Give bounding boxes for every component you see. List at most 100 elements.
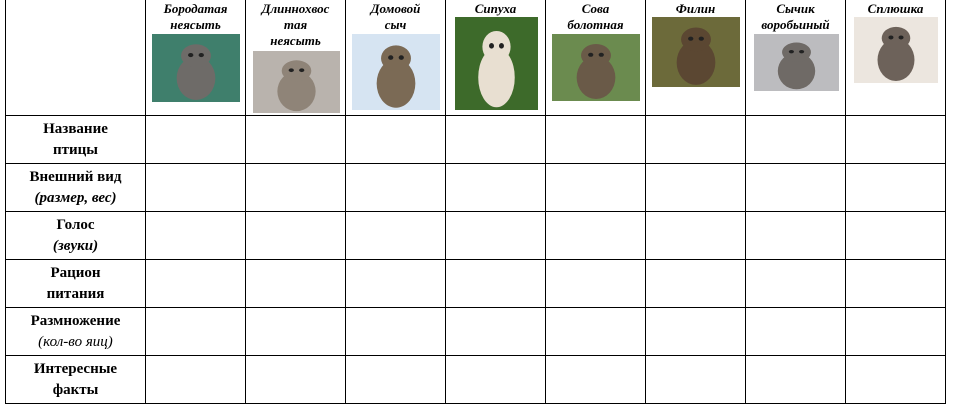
- empty-answer-cell[interactable]: [645, 115, 746, 164]
- empty-answer-cell[interactable]: [145, 259, 246, 308]
- empty-answer-cell[interactable]: [345, 163, 446, 212]
- row-label: Название птицы: [5, 115, 146, 164]
- row-label: Голос (звуки): [5, 211, 146, 260]
- empty-answer-cell[interactable]: [845, 259, 946, 308]
- empty-answer-cell[interactable]: [845, 115, 946, 164]
- empty-answer-cell[interactable]: [445, 259, 546, 308]
- empty-answer-cell[interactable]: [345, 355, 446, 404]
- empty-answer-cell[interactable]: [345, 307, 446, 356]
- table-row: Рацион питания: [5, 259, 946, 308]
- empty-answer-cell[interactable]: [745, 259, 846, 308]
- species-header-cell: Сычик воробьиный: [745, 0, 846, 116]
- empty-answer-cell[interactable]: [545, 307, 646, 356]
- species-name-line: неясыть: [170, 17, 221, 32]
- table-row: Внешний вид (размер, вес): [5, 163, 946, 212]
- empty-answer-cell[interactable]: [645, 307, 746, 356]
- empty-answer-cell[interactable]: [445, 163, 546, 212]
- species-name-line: воробьиный: [761, 17, 830, 32]
- empty-answer-cell[interactable]: [245, 259, 346, 308]
- empty-answer-cell[interactable]: [145, 115, 246, 164]
- header-row: Бородатая неясыть Длиннохвос тая неясыть Домо…: [5, 0, 946, 116]
- empty-answer-cell[interactable]: [845, 355, 946, 404]
- empty-answer-cell[interactable]: [745, 355, 846, 404]
- little-owl-photo: [352, 34, 440, 110]
- row-title: Название: [43, 120, 108, 137]
- empty-answer-cell[interactable]: [345, 259, 446, 308]
- empty-answer-cell[interactable]: [145, 355, 246, 404]
- species-name-line: болотная: [567, 17, 624, 32]
- empty-answer-cell[interactable]: [445, 115, 546, 164]
- species-name-line: неясыть: [270, 33, 321, 48]
- table-row: Интересные факты: [5, 355, 946, 404]
- row-subtitle: (кол-во яиц): [38, 333, 113, 350]
- species-header-cell: Сплюшка: [845, 0, 946, 116]
- empty-answer-cell[interactable]: [245, 115, 346, 164]
- species-name-line: тая: [283, 17, 308, 32]
- species-name-line: Сычик: [776, 1, 815, 16]
- eagle-owl-photo: [652, 17, 740, 87]
- row-title: Размножение: [30, 312, 121, 329]
- empty-answer-cell[interactable]: [545, 355, 646, 404]
- scops-owl-photo: [854, 17, 938, 83]
- empty-answer-cell[interactable]: [645, 355, 746, 404]
- empty-answer-cell[interactable]: [745, 307, 846, 356]
- table-row: Голос (звуки): [5, 211, 946, 260]
- species-name-line: Сипуха: [474, 1, 517, 16]
- empty-answer-cell[interactable]: [445, 211, 546, 260]
- empty-answer-cell[interactable]: [145, 163, 246, 212]
- species-header-cell: Сипуха: [445, 0, 546, 116]
- species-name-line: сыч: [384, 17, 407, 32]
- great-grey-owl-photo: [152, 34, 240, 102]
- short-eared-owl-photo: [552, 34, 640, 101]
- empty-answer-cell[interactable]: [545, 259, 646, 308]
- empty-answer-cell[interactable]: [545, 163, 646, 212]
- species-name-line: Бородатая: [163, 1, 228, 16]
- row-label: Внешний вид (размер, вес): [5, 163, 146, 212]
- species-name: Домовой сыч: [346, 1, 445, 33]
- species-name: Длиннохвос тая неясыть: [246, 1, 345, 49]
- empty-answer-cell[interactable]: [645, 259, 746, 308]
- row-title: Интересные: [33, 360, 118, 377]
- species-name-line: Домовой: [370, 1, 421, 16]
- ural-owl-photo: [252, 51, 340, 113]
- empty-answer-cell[interactable]: [545, 211, 646, 260]
- empty-answer-cell[interactable]: [845, 163, 946, 212]
- species-name-line: Филин: [675, 1, 716, 16]
- row-label: Интересные факты: [5, 355, 146, 404]
- species-header-cell: Сова болотная: [545, 0, 646, 116]
- row-label: Рацион питания: [5, 259, 146, 308]
- empty-answer-cell[interactable]: [445, 307, 546, 356]
- species-name-line: Сплюшка: [867, 1, 924, 16]
- species-name: Сычик воробьиный: [746, 1, 845, 33]
- empty-answer-cell[interactable]: [645, 163, 746, 212]
- species-name: Сова болотная: [546, 1, 645, 33]
- empty-answer-cell[interactable]: [145, 307, 246, 356]
- pygmy-owl-photo: [753, 34, 839, 91]
- empty-answer-cell[interactable]: [745, 115, 846, 164]
- empty-answer-cell[interactable]: [145, 211, 246, 260]
- empty-answer-cell[interactable]: [245, 211, 346, 260]
- empty-answer-cell[interactable]: [245, 307, 346, 356]
- row-title: Голос: [56, 216, 95, 233]
- empty-answer-cell[interactable]: [845, 307, 946, 356]
- empty-answer-cell[interactable]: [245, 355, 346, 404]
- empty-answer-cell[interactable]: [745, 211, 846, 260]
- row-subtitle: (звуки): [52, 237, 99, 254]
- empty-answer-cell[interactable]: [545, 115, 646, 164]
- empty-answer-cell[interactable]: [345, 211, 446, 260]
- empty-answer-cell[interactable]: [245, 163, 346, 212]
- table-row: Размножение (кол-во яиц): [5, 307, 946, 356]
- species-name-line: Длиннохвос: [261, 1, 330, 16]
- row-subtitle: (размер, вес): [34, 189, 117, 206]
- row-title: птицы: [52, 141, 98, 158]
- empty-answer-cell[interactable]: [445, 355, 546, 404]
- barn-owl-photo: [454, 17, 538, 110]
- empty-answer-cell[interactable]: [645, 211, 746, 260]
- species-name: Филин: [646, 1, 745, 17]
- empty-answer-cell[interactable]: [745, 163, 846, 212]
- empty-answer-cell[interactable]: [845, 211, 946, 260]
- species-header-cell: Филин: [645, 0, 746, 116]
- corner-cell: [5, 0, 146, 116]
- empty-answer-cell[interactable]: [345, 115, 446, 164]
- row-title: питания: [46, 285, 105, 302]
